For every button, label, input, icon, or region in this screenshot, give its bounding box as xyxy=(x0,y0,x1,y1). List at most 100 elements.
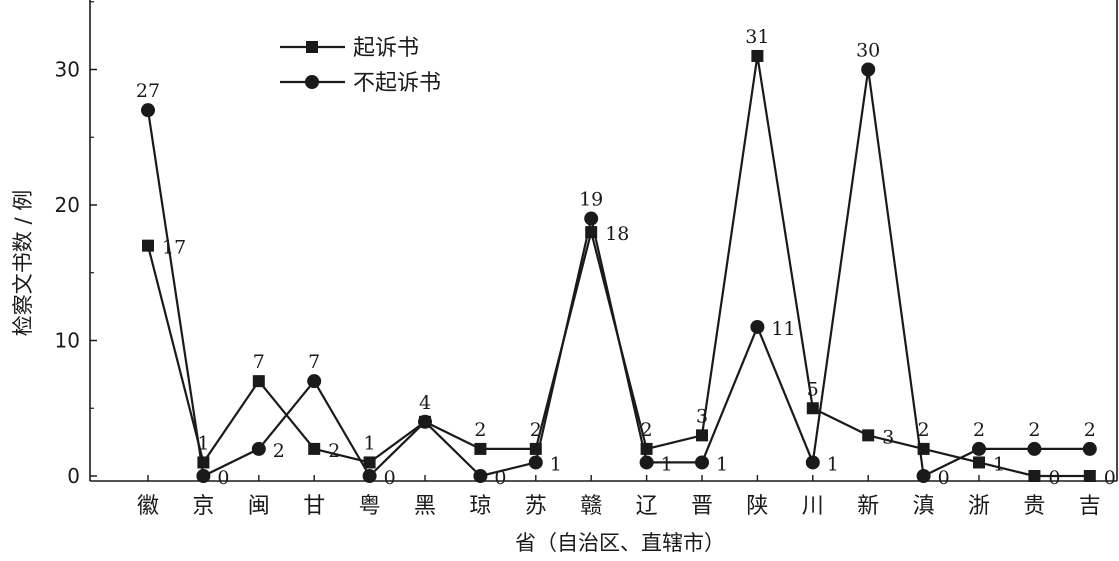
square-point xyxy=(252,375,265,388)
data-label: 1 xyxy=(197,432,209,454)
data-label: 7 xyxy=(253,351,265,373)
circle-point xyxy=(251,441,266,456)
data-label: 3 xyxy=(696,405,708,427)
legend-label: 不起诉书 xyxy=(353,71,441,96)
data-label: 2 xyxy=(1084,419,1096,441)
data-label: 4 xyxy=(419,392,431,414)
data-label: 2 xyxy=(641,419,653,441)
data-label: 11 xyxy=(771,318,795,340)
data-label: 0 xyxy=(938,467,950,489)
circle-point xyxy=(1082,441,1097,456)
x-tick-labels: 徽京闽甘粤黑琼苏赣辽晋陕川新滇浙贵吉 xyxy=(137,475,1101,519)
data-label: 0 xyxy=(217,467,229,489)
circle-point xyxy=(916,469,931,483)
x-tick-label: 浙 xyxy=(968,494,990,519)
data-label: 0 xyxy=(1104,467,1116,489)
x-tick-label: 晋 xyxy=(691,494,713,519)
square-point xyxy=(308,442,321,455)
data-label: 7 xyxy=(308,351,320,373)
x-tick-label: 黑 xyxy=(414,494,436,519)
square-point xyxy=(142,239,154,252)
square-point xyxy=(197,456,210,469)
square-point xyxy=(363,456,376,469)
y-tick-label: 10 xyxy=(55,329,80,353)
data-label: 2 xyxy=(328,440,340,462)
data-label: 1 xyxy=(993,453,1005,475)
circle-point xyxy=(307,374,322,389)
x-tick-label: 贵 xyxy=(1023,494,1045,519)
x-tick-label: 辽 xyxy=(636,494,658,519)
circle-point xyxy=(473,469,488,483)
y-axis-title: 检察文书数 / 例 xyxy=(11,190,35,336)
circle-point xyxy=(418,414,432,429)
x-tick-label: 苏 xyxy=(525,494,547,519)
square-point xyxy=(973,456,985,469)
circle-point xyxy=(805,455,820,470)
data-label: 1 xyxy=(661,453,673,475)
square-point xyxy=(751,49,764,62)
data-label: 0 xyxy=(1048,467,1060,489)
x-tick-label: 甘 xyxy=(303,494,325,519)
y-tick-label: 0 xyxy=(67,464,80,488)
data-label: 19 xyxy=(579,189,603,211)
series-lines xyxy=(146,54,1090,478)
x-tick-label: 新 xyxy=(857,494,879,519)
square-point xyxy=(806,402,819,415)
x-tick-label: 京 xyxy=(192,494,214,519)
x-tick-label: 赣 xyxy=(580,494,602,519)
data-label: 1 xyxy=(550,453,562,475)
circle-point xyxy=(695,455,709,470)
data-label: 27 xyxy=(136,80,160,102)
data-label: 2 xyxy=(973,419,985,441)
square-point xyxy=(529,442,542,455)
data-label: 2 xyxy=(1028,419,1040,441)
square-point xyxy=(917,442,930,455)
data-label: 2 xyxy=(918,419,930,441)
legend-square-marker xyxy=(306,41,318,53)
circle-point xyxy=(1027,441,1042,456)
y-tick-label: 30 xyxy=(55,58,80,82)
x-tick-label: 陕 xyxy=(746,494,768,519)
data-label: 31 xyxy=(745,26,769,48)
data-label: 17 xyxy=(162,237,186,259)
circle-point xyxy=(639,455,654,470)
data-label: 2 xyxy=(474,419,486,441)
axes xyxy=(89,0,1118,482)
data-label: 3 xyxy=(882,426,894,448)
data-label: 2 xyxy=(530,419,542,441)
series-markers xyxy=(141,49,1097,483)
data-label: 18 xyxy=(605,223,629,245)
x-tick-label: 琼 xyxy=(469,494,491,519)
y-tick-label: 20 xyxy=(55,193,80,217)
x-tick-label: 吉 xyxy=(1079,494,1101,519)
data-label: 2 xyxy=(273,440,285,462)
data-label: 30 xyxy=(856,40,880,62)
circle-point xyxy=(750,319,765,334)
square-point xyxy=(1083,470,1096,482)
circle-point xyxy=(196,469,211,483)
circle-point xyxy=(972,441,986,456)
circle-point xyxy=(362,469,377,483)
x-tick-label: 闽 xyxy=(248,494,270,519)
data-label: 1 xyxy=(364,432,376,454)
data-label: 0 xyxy=(384,467,396,489)
x-tick-label: 川 xyxy=(802,494,824,519)
square-point xyxy=(585,226,598,239)
series-line-2 xyxy=(146,68,1090,478)
square-point xyxy=(862,429,875,442)
data-label: 0 xyxy=(494,467,506,489)
legend-label: 起诉书 xyxy=(353,36,419,61)
x-tick-label: 粤 xyxy=(359,494,381,519)
data-label: 5 xyxy=(807,378,819,400)
data-label: 1 xyxy=(827,453,839,475)
legend-circle-marker xyxy=(305,75,319,89)
square-point xyxy=(640,442,653,455)
circle-point xyxy=(584,211,599,226)
data-label: 1 xyxy=(716,453,728,475)
square-point xyxy=(696,429,708,442)
square-point xyxy=(1028,470,1041,482)
x-tick-label: 滇 xyxy=(913,494,935,519)
circle-point xyxy=(528,455,543,470)
